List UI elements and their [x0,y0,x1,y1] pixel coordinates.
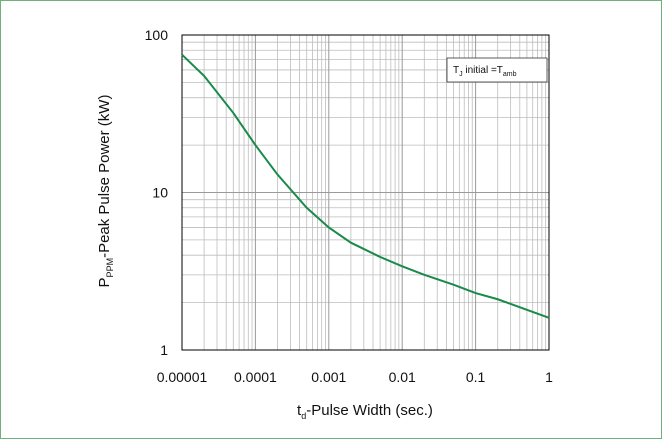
x-tick-label: 0.01 [389,369,416,385]
x-tick-label: 0.1 [466,369,486,385]
annotation-label: TJ initial =Tamb [453,65,517,78]
x-tick-label: 1 [545,369,553,385]
y-tick-label: 10 [152,185,168,201]
plot-area-border [181,34,550,351]
series-line [181,53,550,319]
y-tick-label: 1 [160,342,168,358]
y-tick-labels: 1 10 100 [145,27,169,358]
x-tick-label: 0.00001 [157,369,208,385]
legend-box: TJ initial =Tamb [446,57,548,83]
x-tick-label: 0.0001 [234,369,277,385]
y-tick-label: 100 [145,27,169,43]
x-tick-labels: 0.00001 0.0001 0.001 0.01 0.1 1 [157,369,553,385]
y-axis-title: PPPM-Peak Pulse Power (kW) [96,95,115,288]
x-axis-title: td-Pulse Width (sec.) [297,402,433,421]
x-tick-label: 0.001 [311,369,346,385]
